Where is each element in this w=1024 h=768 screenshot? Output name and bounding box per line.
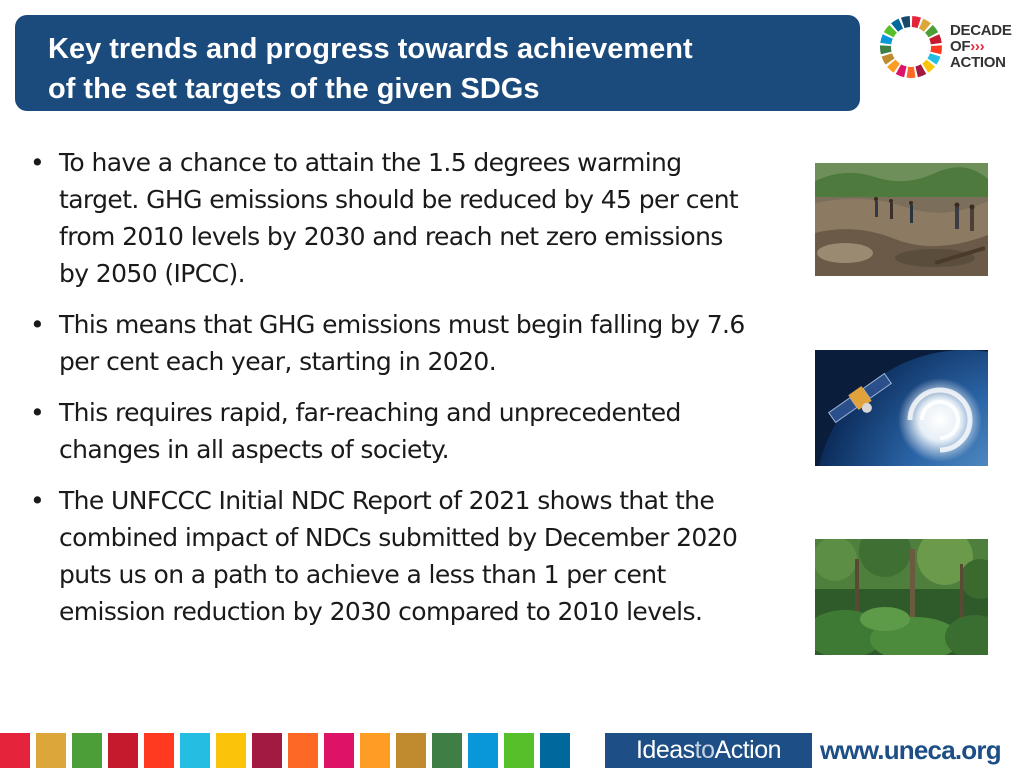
sdg-color-block xyxy=(180,733,210,768)
sdg-color-block xyxy=(252,733,282,768)
sdg-wheel-segment xyxy=(929,34,942,45)
logo-line-of: OF››› xyxy=(950,39,1012,55)
sdg-wheel-segment xyxy=(922,59,935,73)
bullet-item: To have a chance to attain the 1.5 degre… xyxy=(30,144,750,292)
sdg-color-block xyxy=(144,733,174,768)
sdg-wheel-segment xyxy=(900,16,911,29)
sdg-color-block xyxy=(432,733,462,768)
ideas-word: Ideas xyxy=(635,736,695,764)
title-line-1: Key trends and progress towards achievem… xyxy=(48,33,693,65)
logo-line-action: ACTION xyxy=(950,54,1006,71)
sdg-color-block xyxy=(72,733,102,768)
sdg-wheel-segment xyxy=(881,53,895,65)
flood-damage-photo xyxy=(815,163,988,276)
sdg-color-block xyxy=(504,733,534,768)
sdg-wheel-segment xyxy=(895,64,907,78)
bullet-list: To have a chance to attain the 1.5 degre… xyxy=(30,144,750,644)
bullet-item: This requires rapid, far-reaching and un… xyxy=(30,394,750,468)
logo-of-word: OF xyxy=(950,38,971,55)
logo-line-decade: DECADE xyxy=(950,22,1012,39)
sdg-color-block xyxy=(216,733,246,768)
satellite-hurricane-photo xyxy=(815,350,988,466)
sdg-color-block xyxy=(324,733,354,768)
sdg-wheel-segment xyxy=(883,24,897,38)
logo-text: DECADE OF››› ACTION xyxy=(950,23,1012,71)
bullet-text: This requires rapid, far-reaching and un… xyxy=(59,398,681,464)
rainforest-photo xyxy=(815,539,988,655)
bullet-item: The UNFCCC Initial NDC Report of 2021 sh… xyxy=(30,482,750,630)
to-word: to xyxy=(694,736,715,764)
sdg-wheel-segment xyxy=(925,24,939,38)
title-banner: Key trends and progress towards achievem… xyxy=(15,15,860,111)
sdg-color-block xyxy=(396,733,426,768)
sdg-wheel-icon xyxy=(880,16,942,78)
sdg-color-block xyxy=(288,733,318,768)
bullet-item: This means that GHG emissions must begin… xyxy=(30,306,750,380)
sdg-color-block xyxy=(0,733,30,768)
bullet-text: This means that GHG emissions must begin… xyxy=(59,310,745,376)
sdg-wheel-segment xyxy=(927,53,941,65)
sdg-wheel-segment xyxy=(887,59,900,73)
sdg-wheel-segment xyxy=(880,34,893,45)
bullet-text: To have a chance to attain the 1.5 degre… xyxy=(59,148,739,288)
decade-of-action-logo: DECADE OF››› ACTION xyxy=(878,14,1012,80)
sdg-color-block xyxy=(108,733,138,768)
website-link[interactable]: www.uneca.org xyxy=(820,735,1002,765)
sdg-wheel-segment xyxy=(915,64,927,78)
sdg-wheel-segment xyxy=(891,18,904,32)
bullet-text: The UNFCCC Initial NDC Report of 2021 sh… xyxy=(59,486,738,626)
sdg-color-block xyxy=(540,733,570,768)
sdg-color-strip xyxy=(0,733,1024,768)
sdg-color-block xyxy=(468,733,498,768)
sdg-wheel-segment xyxy=(906,66,916,78)
sdg-color-block xyxy=(360,733,390,768)
sdg-color-block xyxy=(36,733,66,768)
ideas-to-action-banner: IdeastoAction xyxy=(605,733,812,768)
logo-arrows: ››› xyxy=(970,38,985,55)
sdg-wheel-segment xyxy=(918,18,931,32)
sdg-wheel-segment xyxy=(911,16,922,29)
sdg-wheel-segment xyxy=(880,45,892,55)
sdg-wheel-segment xyxy=(930,45,942,55)
title-line-2: of the set targets of the given SDGs xyxy=(48,73,540,105)
action-word: Action xyxy=(714,736,782,764)
